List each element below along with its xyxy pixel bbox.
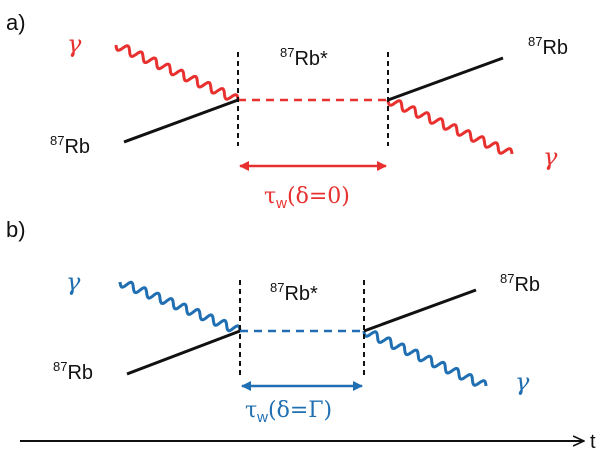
panel-a-atom-in-line (123, 98, 239, 144)
panel-a-atom-out-label: 87Rb (528, 34, 568, 59)
time-axis-label: t (590, 431, 596, 452)
panel-b-label: b) (6, 217, 26, 242)
panel-a-excited-sup: 87 (280, 45, 294, 60)
panel-b-atom-out-line (363, 288, 477, 333)
panel-a-delay-sub: w (275, 195, 287, 212)
panel-a: a) γ γ 87Rb* 87Rb 87Rb τw(δ=0) (6, 10, 568, 212)
panel-a-outgoing-photon-wave (386, 99, 514, 155)
panel-b-delay-label: τw(δ=Γ) (245, 398, 332, 426)
panel-a-excited-name: Rb* (294, 48, 328, 70)
panel-b-delay-tau: τ (245, 398, 257, 423)
panel-a-excited-label: 87Rb* (280, 45, 328, 70)
panel-a-photon-out-label: γ (543, 143, 558, 171)
panel-b-atom-out-sup: 87 (500, 271, 514, 286)
panel-a-delay-tau: τ (264, 184, 276, 209)
panel-b-atom-out-name: Rb (514, 274, 540, 296)
panel-b-delay-arg: (δ=Γ) (268, 398, 332, 423)
panel-a-atom-in-label: 87Rb (50, 133, 90, 158)
panel-a-incoming-photon-wave (114, 44, 240, 101)
panel-a-delay-label: τw(δ=0) (264, 184, 350, 212)
panel-a-atom-in-name: Rb (64, 136, 90, 158)
panel-b-delay-sub: w (256, 409, 268, 426)
panel-b-atom-in-sup: 87 (53, 359, 67, 374)
panel-b-excited-label: 87Rb* (270, 280, 318, 305)
panel-b-atom-in-name: Rb (67, 362, 93, 384)
panel-a-atom-in-sup: 87 (50, 133, 64, 148)
panel-b-photon-out-label: γ (515, 368, 530, 396)
panel-b-incoming-photon-wave (118, 280, 242, 333)
time-axis: t (20, 431, 596, 452)
panel-a-atom-out-sup: 87 (528, 34, 542, 49)
panel-b-excited-sup: 87 (270, 280, 284, 295)
panel-b-photon-in-label: γ (66, 268, 81, 296)
panel-b: b) γ γ 87Rb* 87Rb 87Rb τw(δ=Γ) (6, 217, 540, 426)
panel-a-delay-arg: (δ=0) (287, 184, 350, 209)
panel-a-photon-in-label: γ (67, 30, 82, 58)
panel-b-atom-in-label: 87Rb (53, 359, 93, 384)
panel-b-outgoing-photon-wave (362, 330, 488, 387)
panel-a-label: a) (6, 10, 26, 35)
panel-a-atom-out-line (387, 56, 504, 102)
panel-b-atom-out-label: 87Rb (500, 271, 540, 296)
panel-b-excited-name: Rb* (284, 283, 318, 305)
panel-b-atom-in-line (126, 329, 241, 376)
panel-a-atom-out-name: Rb (542, 37, 568, 59)
